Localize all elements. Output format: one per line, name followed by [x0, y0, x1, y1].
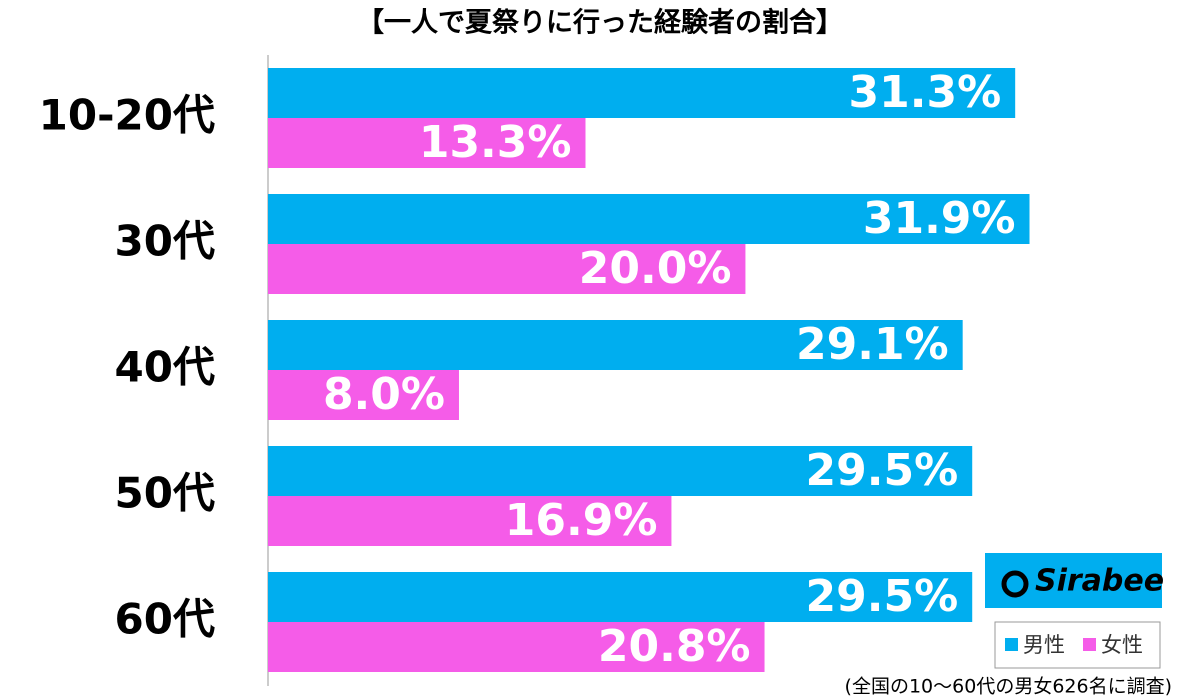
bar: [268, 244, 746, 294]
value-label: 29.5%: [806, 445, 959, 496]
bar: [268, 496, 672, 546]
bar: [268, 446, 973, 496]
footnote: (全国の10～60代の男女626名に調査): [845, 676, 1172, 698]
legend-swatch: [1083, 638, 1096, 651]
bar: [268, 68, 1016, 118]
value-label: 31.9%: [863, 193, 1016, 244]
bar: [268, 320, 963, 370]
category-label: 30代: [115, 217, 215, 266]
value-label: 13.3%: [419, 117, 572, 168]
bar: [268, 572, 973, 622]
category-label: 10-20代: [39, 91, 215, 140]
bar: [268, 118, 586, 168]
chart-title: 【一人で夏祭りに行った経験者の割合】: [357, 7, 843, 39]
category-label: 40代: [115, 343, 215, 392]
bar: [268, 622, 765, 672]
legend-swatch: [1005, 638, 1018, 651]
logo-icon: [1001, 570, 1029, 598]
category-label: 60代: [115, 595, 215, 644]
bar: [268, 370, 459, 420]
value-label: 8.0%: [323, 369, 445, 420]
logo-box: [985, 553, 1162, 608]
legend-box: [994, 621, 1161, 669]
bar: [268, 194, 1030, 244]
logo-text: Sirabee: [1035, 564, 1164, 599]
value-label: 29.5%: [806, 571, 959, 622]
value-label: 31.3%: [849, 67, 1002, 118]
value-label: 29.1%: [796, 319, 949, 370]
value-label: 16.9%: [505, 495, 658, 546]
value-label: 20.0%: [579, 243, 732, 294]
value-label: 20.8%: [598, 621, 751, 672]
category-label: 50代: [115, 469, 215, 518]
legend-label: 男性: [1023, 633, 1065, 657]
legend-label: 女性: [1101, 633, 1143, 657]
